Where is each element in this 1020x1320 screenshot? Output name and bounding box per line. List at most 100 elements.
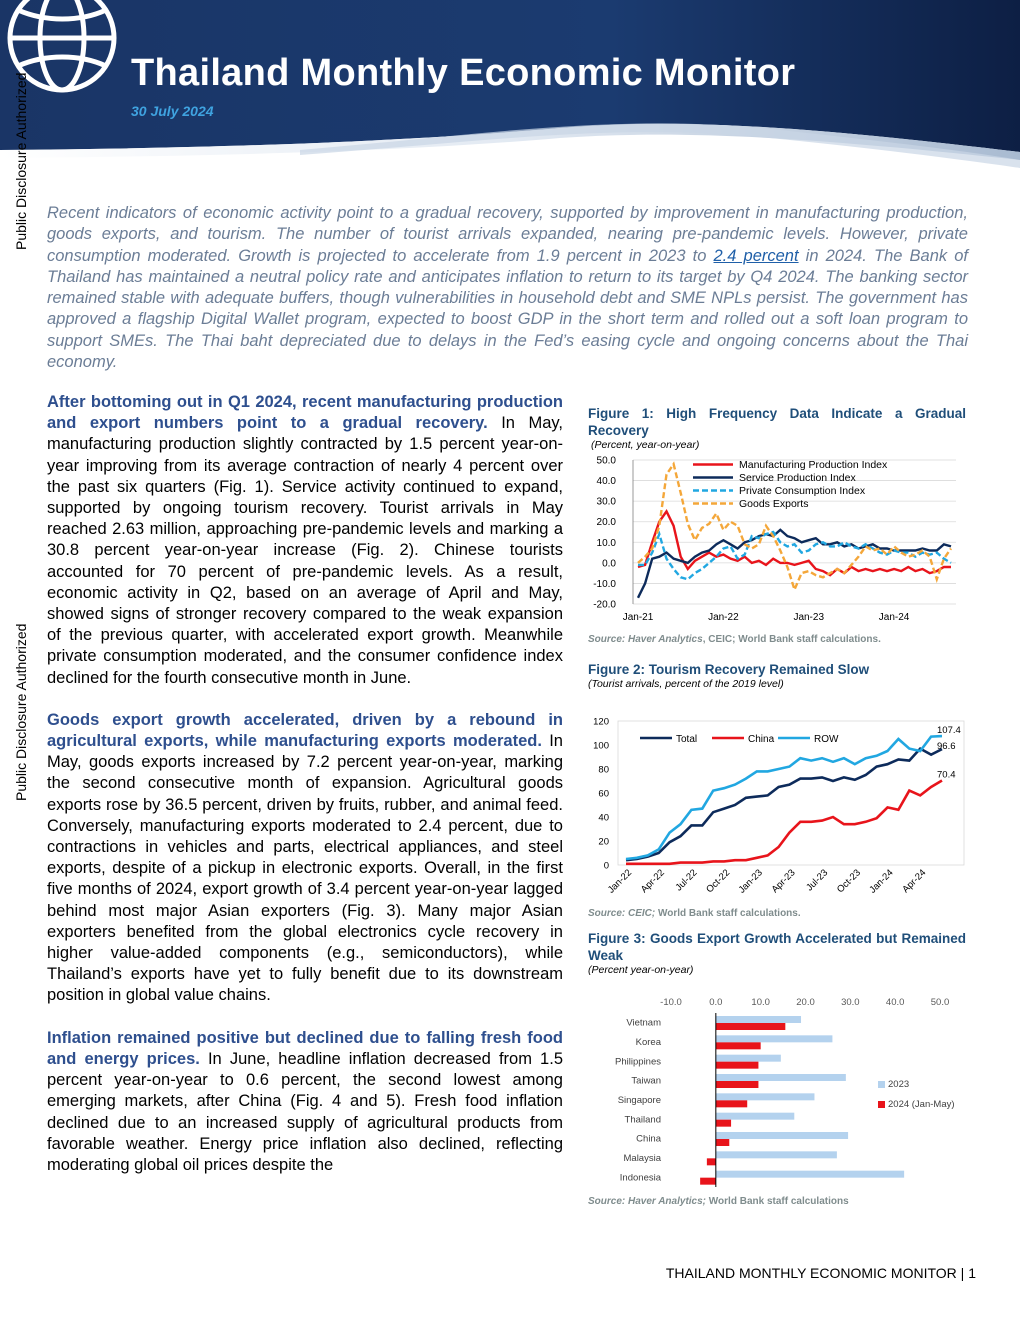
paragraph-lead: After bottoming out in Q1 2024, recent m… — [47, 393, 563, 433]
category-label: Indonesia — [620, 1172, 662, 1183]
abstract: Recent indicators of economic activity p… — [47, 204, 968, 372]
header-background — [0, 0, 1020, 185]
figure-1: Figure 1: High Frequency Data Indicate a… — [588, 405, 966, 645]
legend-swatch — [878, 1101, 885, 1108]
data-label: 70.4 — [937, 770, 956, 781]
bar — [715, 1061, 759, 1069]
figure-title: Figure 1: High Frequency Data Indicate a… — [588, 406, 966, 438]
x-tick-label: Jan-22 — [708, 612, 739, 623]
bar — [715, 1081, 759, 1088]
bar — [715, 1132, 849, 1139]
figure-2: Figure 2: Tourism Recovery Remained Slow… — [588, 661, 966, 919]
category-label: Philippines — [615, 1056, 661, 1067]
figure-source: Source: Haver Analytics; World Bank staf… — [588, 1196, 849, 1207]
x-tick-label: 50.0 — [931, 997, 950, 1008]
bar — [715, 1016, 802, 1023]
y-tick-label: -10.0 — [593, 579, 616, 590]
x-tick-label: 40.0 — [886, 997, 905, 1008]
bar — [706, 1158, 716, 1166]
page-title: Thailand Monthly Economic Monitor — [131, 52, 796, 94]
figure-3: Figure 3: Goods Export Growth Accelerate… — [588, 930, 966, 1207]
legend-label: Manufacturing Production Index — [739, 459, 888, 471]
series-line — [636, 528, 952, 599]
category-label: Taiwan — [631, 1076, 661, 1087]
paragraph-exports: Goods export growth accelerated, driven … — [47, 710, 563, 1005]
x-tick-label: 10.0 — [751, 997, 770, 1008]
y-tick-label: 40 — [598, 813, 609, 824]
y-tick-label: 10.0 — [597, 538, 617, 549]
x-tick-label: Oct-23 — [835, 867, 863, 895]
data-label: 96.6 — [937, 741, 956, 752]
y-tick-label: 40.0 — [597, 476, 617, 487]
bar — [715, 1119, 732, 1127]
series-line — [626, 779, 943, 866]
category-label: Vietnam — [626, 1018, 661, 1029]
x-tick-label: Jul-23 — [804, 867, 830, 893]
legend-label: ROW — [814, 734, 839, 745]
data-label: 107.4 — [937, 725, 961, 736]
legend-label: 2023 — [888, 1079, 909, 1090]
y-tick-label: 20.0 — [597, 517, 617, 528]
y-tick-label: 80 — [598, 765, 609, 776]
y-tick-label: 100 — [593, 741, 609, 752]
running-footer: THAILAND MONTHLY ECONOMIC MONITOR | 1 — [665, 1265, 976, 1281]
x-tick-label: Apr-23 — [770, 867, 798, 895]
x-tick-label: Apr-24 — [900, 867, 928, 895]
bar — [715, 1042, 761, 1050]
x-tick-label: -10.0 — [660, 997, 682, 1008]
y-tick-label: 50.0 — [597, 456, 617, 467]
bar — [715, 1023, 786, 1030]
x-tick-label: Jan-23 — [793, 612, 824, 623]
figure-source: Source: Haver Analytics, CEIC; World Ban… — [588, 634, 881, 645]
category-label: Thailand — [625, 1114, 661, 1125]
y-tick-label: 0 — [604, 861, 609, 872]
series-line — [638, 530, 952, 581]
bar — [715, 1054, 781, 1062]
growth-projection-link[interactable]: 2.4 percent — [713, 246, 799, 265]
figure-title: Figure 2: Tourism Recovery Remained Slow — [588, 662, 870, 677]
side-label-top: Public Disclosure Authorized — [13, 72, 29, 250]
bar — [715, 1112, 795, 1120]
legend-label: Private Consumption Index — [739, 485, 866, 497]
category-label: China — [636, 1134, 662, 1145]
export-growth-chart: -10.0 0.0 10.0 20.0 30.0 40.0 50.0 Vietnam Korea… — [615, 997, 955, 1187]
paragraph-manufacturing: After bottoming out in Q1 2024, recent m… — [47, 393, 563, 687]
y-tick-label: 120 — [593, 717, 609, 728]
figure-subtitle: (Percent year-on-year) — [588, 964, 694, 976]
x-tick-label: Apr-22 — [639, 867, 667, 895]
bar — [715, 1035, 833, 1043]
bar — [715, 1170, 905, 1178]
world-bank-globe-icon — [7, 0, 117, 93]
x-tick-label: Jul-22 — [673, 867, 699, 893]
figure-title: Figure 3: Goods Export Growth Accelerate… — [588, 931, 966, 963]
x-tick-label: Jan-22 — [606, 867, 634, 895]
x-tick-label: Jan-23 — [737, 867, 765, 895]
y-tick-label: 30.0 — [597, 497, 617, 508]
series-line — [637, 509, 951, 577]
bar — [715, 1093, 815, 1101]
x-tick-label: Oct-22 — [704, 867, 732, 895]
x-tick-label: 30.0 — [841, 997, 860, 1008]
legend-label: Total — [676, 734, 697, 745]
legend-label: China — [748, 734, 775, 745]
figure-subtitle: (Tourist arrivals, percent of the 2019 l… — [588, 678, 784, 690]
category-label: Singapore — [618, 1095, 661, 1106]
x-tick-label: 20.0 — [796, 997, 815, 1008]
y-tick-label: 20 — [598, 837, 609, 848]
series-line — [625, 746, 943, 862]
series-line — [637, 461, 952, 594]
publication-date: 30 July 2024 — [131, 103, 214, 119]
bar — [715, 1139, 730, 1146]
y-tick-label: 60 — [598, 789, 609, 800]
bar — [715, 1100, 748, 1108]
high-frequency-chart: 50.0 40.0 30.0 20.0 10.0 0.0 -10.0 -20.0 Jan-21 J… — [593, 456, 956, 623]
x-tick-label: 0.0 — [709, 997, 722, 1008]
y-tick-label: 0.0 — [602, 558, 616, 569]
legend-label: Goods Exports — [739, 498, 808, 510]
bar — [715, 1074, 846, 1081]
x-tick-label: Jan-24 — [867, 867, 895, 895]
x-tick-label: Jan-24 — [879, 612, 910, 623]
plot-frame — [617, 720, 965, 866]
series-line — [625, 734, 943, 861]
